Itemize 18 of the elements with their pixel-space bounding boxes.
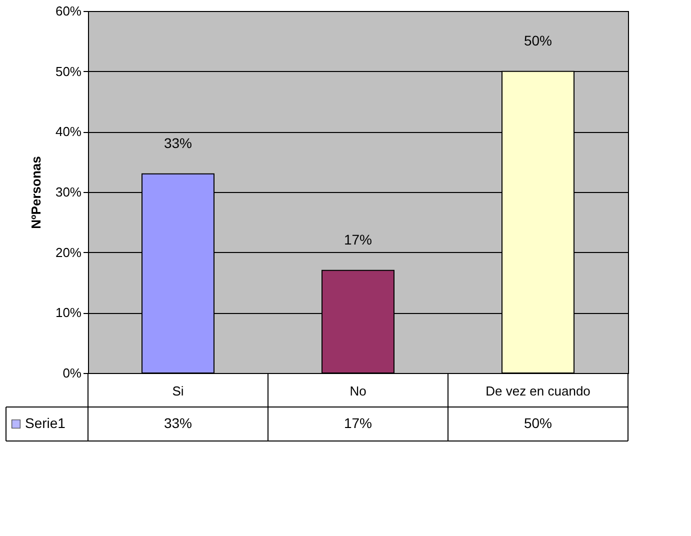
- y-tick-label: 20%: [55, 244, 82, 260]
- text: 17%: [344, 415, 372, 431]
- y-tick-label: 60%: [55, 4, 82, 18]
- text: 50%: [524, 415, 552, 431]
- x-tick-label: De vez en cuando: [486, 384, 590, 398]
- y-tick-label: 50%: [55, 64, 82, 79]
- x-tick-label: No: [350, 384, 366, 398]
- y-tick-label: 10%: [55, 305, 82, 320]
- y-tick-label: 40%: [55, 124, 82, 140]
- text: 17%: [344, 231, 372, 248]
- y-axis-title: NºPersonas: [28, 156, 44, 229]
- text: 33%: [164, 134, 192, 151]
- x-tick-label: Si: [172, 384, 184, 398]
- text: 50%: [524, 32, 552, 48]
- legend-label: Serie1: [25, 415, 66, 431]
- y-tick-label: 0%: [62, 366, 82, 380]
- y-tick-label: 30%: [55, 184, 82, 200]
- text: 33%: [164, 415, 192, 431]
